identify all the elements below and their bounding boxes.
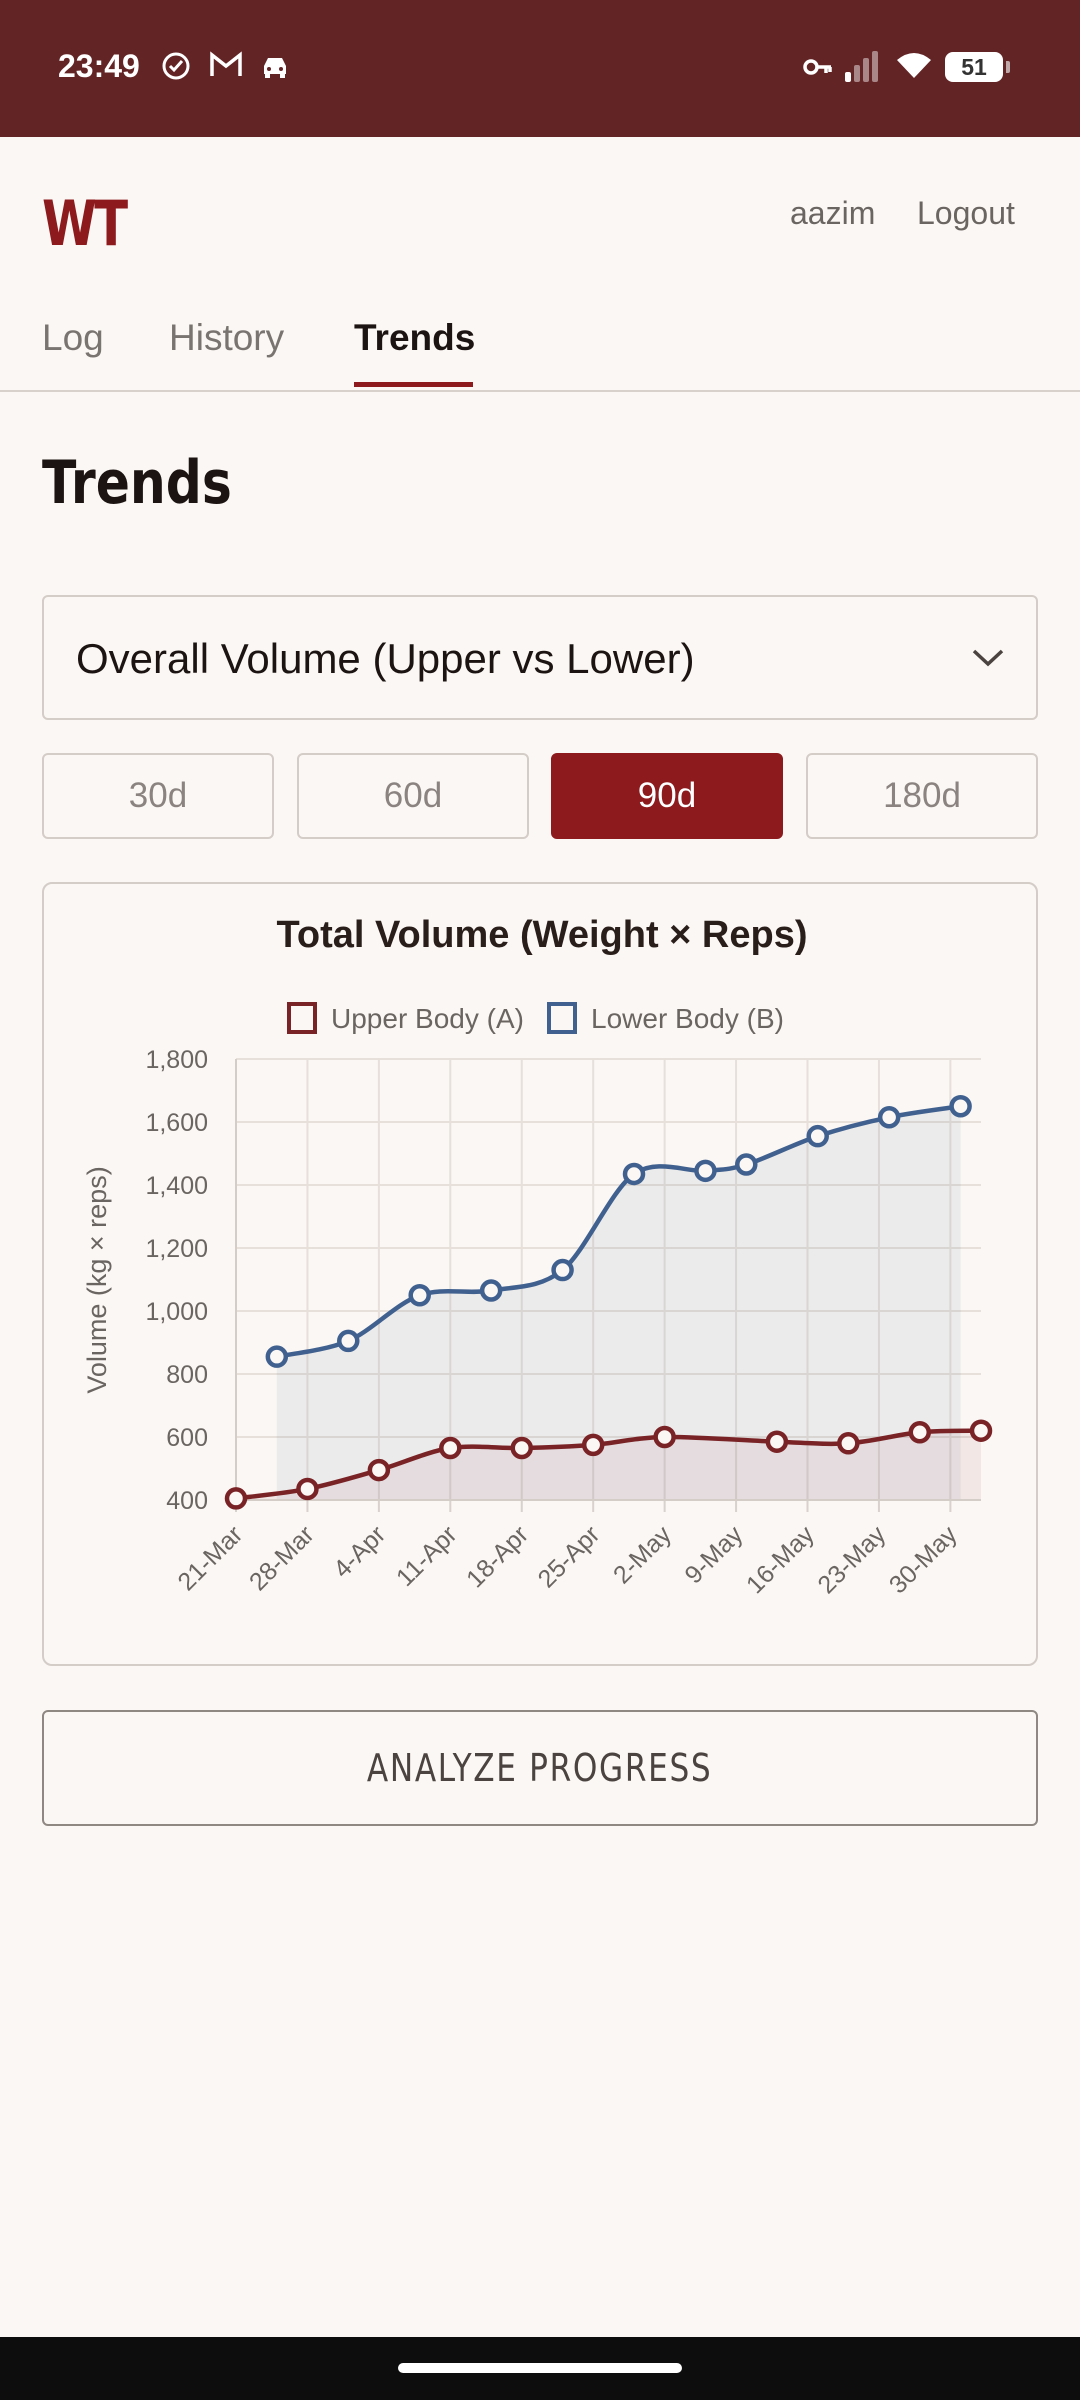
y-tick-label: 1,000 xyxy=(145,1298,208,1326)
data-point[interactable] xyxy=(622,1162,646,1186)
data-point[interactable] xyxy=(510,1436,534,1460)
system-nav-bar xyxy=(0,2337,1080,2400)
data-point[interactable] xyxy=(337,1329,360,1353)
data-point[interactable] xyxy=(265,1345,289,1368)
tab-history[interactable]: History xyxy=(169,317,285,358)
legend-label[interactable]: Upper Body (A) xyxy=(331,1003,524,1034)
x-tick-label: 4-Apr xyxy=(328,1520,391,1583)
x-tick-label: 11-Apr xyxy=(391,1520,463,1592)
x-tick-label: 30-May xyxy=(884,1520,963,1599)
wifi-icon xyxy=(897,53,931,78)
battery-icon: 51 xyxy=(945,52,1010,82)
x-tick-label: 25-Apr xyxy=(533,1520,606,1593)
chart-points xyxy=(224,1095,993,1510)
data-point[interactable] xyxy=(949,1095,972,1118)
y-axis-label: Volume (kg × reps) xyxy=(82,1166,112,1393)
status-time: 23:49 xyxy=(58,48,140,84)
analyze-progress-label: ANALYZE PROGRESS xyxy=(367,1746,713,1790)
series-area-lower xyxy=(276,1106,961,1500)
chart-axes xyxy=(235,1059,981,1501)
y-tick-label: 1,600 xyxy=(145,1109,208,1137)
x-tick-label: 16-May xyxy=(741,1520,820,1599)
data-point[interactable] xyxy=(224,1487,248,1510)
x-tick-label: 23-May xyxy=(812,1520,891,1599)
analyze-progress-button[interactable]: ANALYZE PROGRESS xyxy=(42,1710,1038,1826)
y-tick-label: 1,800 xyxy=(145,1046,208,1074)
series-area-upper xyxy=(236,1430,981,1500)
y-tick-label: 1,400 xyxy=(145,1172,208,1200)
chart-title: Total Volume (Weight × Reps) xyxy=(276,914,808,956)
x-tick-label: 28-Mar xyxy=(244,1520,320,1596)
volume-chart: 400 600 800 1,000 1,200 1,400 1,600 1,800 21-Ma… xyxy=(82,1002,993,1599)
y-tick-label: 400 xyxy=(166,1487,208,1515)
data-point[interactable] xyxy=(296,1477,319,1501)
legend-label[interactable]: Lower Body (B) xyxy=(591,1003,784,1034)
y-tick-label: 1,200 xyxy=(145,1235,208,1263)
range-90d-button[interactable]: 90d xyxy=(551,753,783,839)
tab-trends[interactable]: Trends xyxy=(354,317,476,358)
check-circle-icon xyxy=(162,52,190,80)
metric-select[interactable]: Overall Volume (Upper vs Lower) xyxy=(42,595,1038,720)
data-point[interactable] xyxy=(479,1279,503,1302)
data-point[interactable] xyxy=(581,1433,605,1457)
data-point[interactable] xyxy=(653,1425,676,1449)
metric-select-value: Overall Volume (Upper vs Lower) xyxy=(76,635,695,682)
data-point[interactable] xyxy=(694,1159,717,1183)
data-point[interactable] xyxy=(908,1421,932,1444)
chart-areas xyxy=(236,1106,981,1500)
data-point[interactable] xyxy=(837,1432,860,1455)
status-bar: 23:49 51 xyxy=(0,0,1080,137)
data-point[interactable] xyxy=(439,1436,462,1460)
x-tick-label: 21-Mar xyxy=(172,1520,248,1596)
active-tab-indicator xyxy=(354,382,473,387)
signal-icon xyxy=(845,51,878,82)
app-logo[interactable]: WT xyxy=(42,187,128,260)
legend-swatch xyxy=(287,1002,317,1034)
gmail-icon xyxy=(210,51,242,76)
data-point[interactable] xyxy=(551,1258,574,1282)
tab-log[interactable]: Log xyxy=(42,317,104,358)
vpn-key-icon xyxy=(803,59,832,75)
app-header: WT aazim Logout Log History Trends xyxy=(0,137,1080,392)
x-tick-label: 18-Apr xyxy=(461,1520,534,1593)
range-30d-button[interactable]: 30d xyxy=(42,753,274,839)
range-180d-button[interactable]: 180d xyxy=(806,753,1038,839)
data-point[interactable] xyxy=(367,1458,391,1482)
data-point[interactable] xyxy=(969,1419,993,1442)
chart-card: Total Volume (Weight × Reps) 400 600 800 1,… xyxy=(42,882,1038,1666)
page-title: Trends xyxy=(42,448,232,518)
data-point[interactable] xyxy=(408,1284,431,1307)
y-tick-label: 800 xyxy=(166,1361,208,1389)
chart-legend: Upper Body (A) Lower Body (B) xyxy=(287,1002,784,1034)
series-line-lower xyxy=(276,1104,961,1359)
legend-swatch xyxy=(547,1002,577,1034)
data-point[interactable] xyxy=(735,1153,758,1176)
logout-button[interactable]: Logout xyxy=(917,195,1015,231)
chevron-down-icon xyxy=(972,649,1004,667)
username-link[interactable]: aazim xyxy=(790,195,876,231)
x-tick-label: 2-May xyxy=(608,1520,677,1589)
home-gesture-handle[interactable] xyxy=(398,2363,682,2373)
data-point[interactable] xyxy=(806,1124,829,1148)
range-60d-button[interactable]: 60d xyxy=(297,753,529,839)
y-tick-label: 600 xyxy=(166,1424,208,1452)
data-point[interactable] xyxy=(877,1106,901,1129)
x-tick-label: 9-May xyxy=(679,1520,748,1589)
y-tick-labels: 400 600 800 1,000 1,200 1,400 1,600 1,800 xyxy=(145,1046,208,1515)
car-icon xyxy=(264,58,286,78)
data-point[interactable] xyxy=(765,1430,789,1453)
